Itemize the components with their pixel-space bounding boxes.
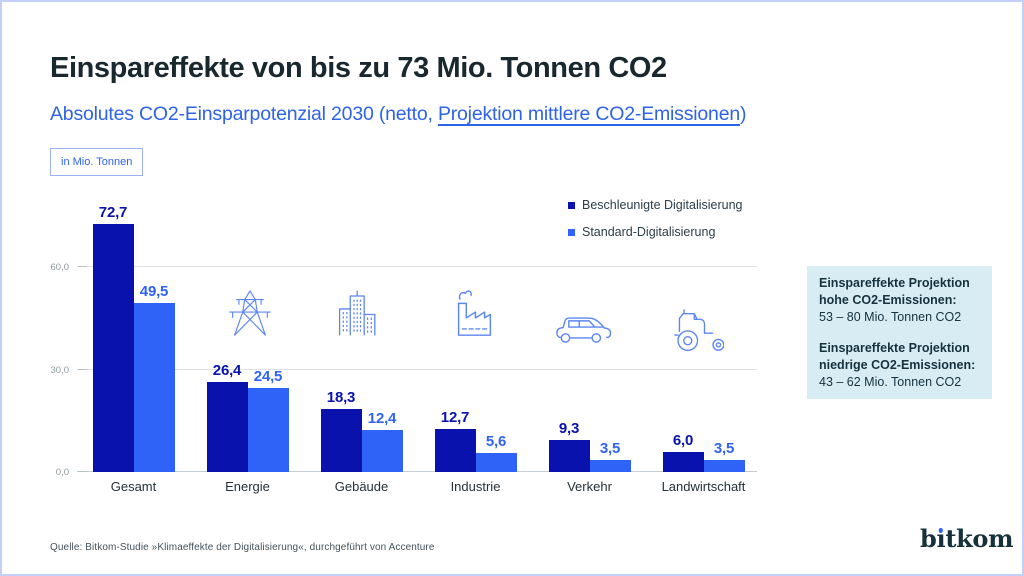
bar-standard-digitalisierung-gesamt (133, 302, 175, 472)
value-label-energie: 24,5 (253, 368, 283, 386)
category-label-gesamt: Gesamt (110, 479, 157, 494)
source-caption: Quelle: Bitkom-Studie »Klimaeffekte der … (50, 542, 435, 553)
y-axis-tick-label: 0,0 (55, 467, 69, 478)
infobox-high-title-line1: Einspareffekte Projektion (819, 276, 970, 290)
bar-beschleunigte-digitalisierung-gesamt (92, 223, 134, 472)
bar-standard-digitalisierung-energie (247, 388, 289, 472)
subtitle-suffix: ) (740, 103, 747, 125)
buildings-icon (335, 289, 385, 340)
bar-beschleunigte-digitalisierung-verkehr (548, 440, 590, 472)
car-icon (552, 310, 615, 346)
value-label-industrie: 5,6 (485, 432, 507, 450)
legend-label: Beschleunigte Digitalisierung (582, 198, 743, 212)
page-subtitle: Absolutes CO2-Einsparpotenzial 2030 (net… (50, 103, 747, 126)
value-label-gesamt: 49,5 (139, 282, 169, 300)
bar-chart-plot-area: 0,0 30,0 60,0 72,7 26,4 18,3 12,7 9,3 6,0 49,5 24,… (51, 197, 757, 494)
value-label-landwirtschaft: 3,5 (713, 440, 735, 458)
y-axis-tick-label: 30,0 (50, 364, 70, 376)
value-label-industrie: 12,7 (440, 408, 470, 426)
subtitle-link[interactable]: Projektion mittlere CO2-Emissionen (437, 103, 740, 125)
infobox-low-value: 43 – 62 Mio. Tonnen CO2 (819, 375, 962, 389)
bar-standard-digitalisierung-verkehr (589, 460, 631, 472)
value-label-verkehr: 3,5 (599, 440, 621, 458)
infobox-high-title-line2: hohe CO2-Emissionen: (819, 293, 957, 307)
gridline-30 (77, 368, 757, 370)
unit-label-box: in Mio. Tonnen (50, 148, 144, 176)
category-label-gebäude: Gebäude (334, 479, 389, 494)
infobox-block-low: Einspareffekte Projektion niedrige CO2-E… (819, 340, 980, 391)
category-label-landwirtschaft: Landwirtschaft (661, 479, 746, 494)
value-label-gebäude: 18,3 (326, 389, 356, 407)
value-label-verkehr: 9,3 (558, 420, 580, 438)
bitkom-logo: bı tkom (920, 524, 1014, 553)
subtitle-prefix: Absolutes CO2-Einsparpotenzial 2030 (net… (50, 103, 438, 125)
infobox-high-value: 53 – 80 Mio. Tonnen CO2 (819, 310, 962, 324)
bar-standard-digitalisierung-gebäude (361, 429, 403, 472)
page-title: Einspareffekte von bis zu 73 Mio. Tonnen… (50, 52, 667, 84)
category-label-energie: Energie (225, 479, 270, 494)
bar-beschleunigte-digitalisierung-energie (206, 381, 248, 472)
bar-standard-digitalisierung-industrie (475, 452, 517, 472)
projection-infobox: Einspareffekte Projektion hohe CO2-Emiss… (807, 266, 992, 399)
bar-beschleunigte-digitalisierung-gebäude (320, 409, 362, 472)
legend-item-accelerated: Beschleunigte Digitalisierung (568, 198, 743, 212)
y-axis-tick (78, 368, 87, 370)
y-axis-tick (78, 266, 87, 267)
bar-beschleunigte-digitalisierung-landwirtschaft (662, 451, 704, 472)
infobox-low-title-line1: Einspareffekte Projektion (819, 341, 970, 355)
infobox-low-title-line2: niedrige CO2-Emissionen: (819, 358, 976, 372)
y-axis-tick (78, 471, 87, 472)
y-axis-tick-label: 60,0 (50, 262, 70, 273)
category-label-verkehr: Verkehr (567, 479, 612, 494)
tractor-icon (672, 307, 724, 352)
legend-swatch-light-blue (568, 229, 575, 236)
category-label-industrie: Industrie (450, 479, 501, 494)
logo-i-letter: ı (936, 524, 946, 553)
factory-icon (448, 288, 500, 340)
infobox-block-high: Einspareffekte Projektion hohe CO2-Emiss… (819, 275, 980, 326)
legend-swatch-dark-blue (568, 202, 575, 209)
gridline-0 (77, 471, 757, 472)
value-label-energie: 26,4 (212, 361, 242, 379)
gridline-60 (77, 266, 757, 267)
legend-label: Standard-Digitalisierung (582, 225, 716, 239)
chart-legend: Beschleunigte Digitalisierung Standard-D… (568, 198, 743, 252)
legend-item-standard: Standard-Digitalisierung (568, 225, 743, 239)
value-label-gebäude: 12,4 (367, 409, 397, 427)
value-label-landwirtschaft: 6,0 (672, 431, 694, 449)
bar-beschleunigte-digitalisierung-industrie (434, 428, 476, 472)
bar-standard-digitalisierung-landwirtschaft (703, 460, 745, 472)
value-label-gesamt: 72,7 (98, 203, 128, 221)
power-pylon-icon (224, 286, 276, 342)
logo-i-dot (938, 528, 944, 533)
